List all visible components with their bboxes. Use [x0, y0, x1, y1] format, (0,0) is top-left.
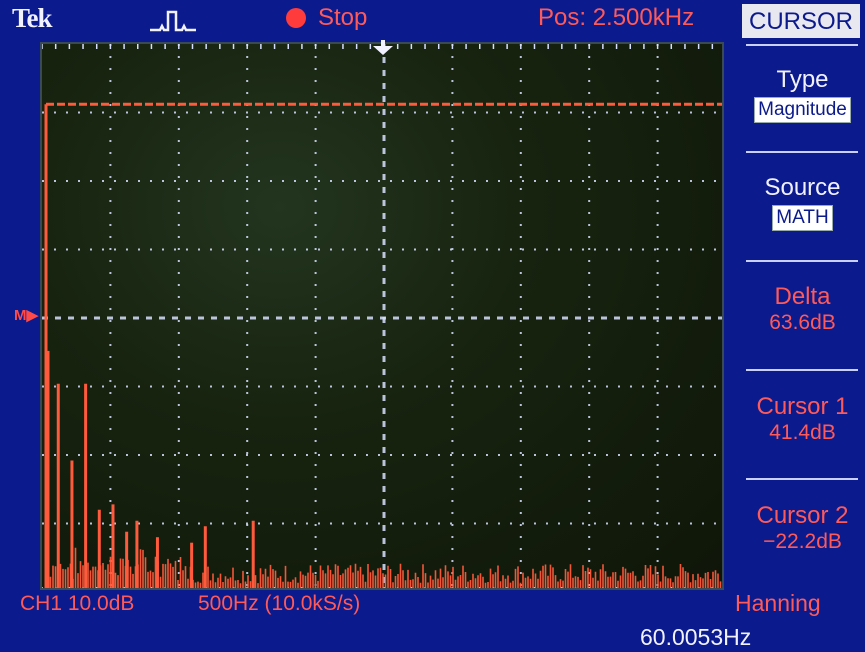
waveform-display [40, 42, 724, 590]
type-value: Magnitude [754, 97, 851, 123]
stop-indicator-icon [286, 8, 306, 28]
menu-divider [746, 44, 858, 46]
menu-item-cursor-2[interactable]: Cursor 2 −22.2dB [740, 502, 865, 554]
menu-item-source[interactable]: Source MATH [740, 174, 865, 231]
type-label: Type [776, 66, 829, 93]
menu-item-cursor-1[interactable]: Cursor 1 41.4dB [740, 393, 865, 445]
cursor-2-label: Cursor 2 [756, 502, 849, 529]
delta-label: Delta [774, 283, 831, 310]
menu-divider [746, 260, 858, 262]
trigger-edge-icon [148, 8, 198, 39]
trigger-position-marker-icon [372, 40, 394, 61]
position-readout: Pos: 2.500kHz [538, 4, 695, 31]
menu-divider [746, 151, 858, 153]
cursor-1-value: 41.4dB [769, 421, 836, 444]
reference-marker-label: M [14, 307, 27, 324]
source-value: MATH [772, 205, 833, 231]
cursor-2-value: −22.2dB [763, 530, 842, 553]
frequency-readout: 60.0053Hz [640, 624, 752, 650]
menu-item-delta: Delta 63.6dB [740, 283, 865, 335]
status-bar: Tek Stop Pos: 2.500kHz [0, 0, 740, 38]
run-state-label: Stop [318, 4, 368, 31]
brand-logo: Tek [12, 3, 53, 33]
source-label: Source [764, 174, 841, 201]
menu-item-type[interactable]: Type Magnitude [740, 66, 865, 123]
reference-level-marker: M▶ [14, 307, 39, 324]
cursor-menu: CURSOR Type Magnitude Source MATH Delta … [740, 0, 865, 590]
menu-divider [746, 478, 858, 480]
window-readout: Hanning [735, 590, 821, 616]
channel-scale-readout: CH1 10.0dB [20, 592, 135, 615]
menu-title: CURSOR [742, 4, 860, 38]
menu-divider [746, 369, 858, 371]
timebase-readout: 500Hz (10.0kS/s) [198, 592, 361, 615]
spectrum-plot [42, 44, 722, 588]
delta-value: 63.6dB [769, 311, 836, 334]
cursor-1-label: Cursor 1 [756, 393, 849, 420]
